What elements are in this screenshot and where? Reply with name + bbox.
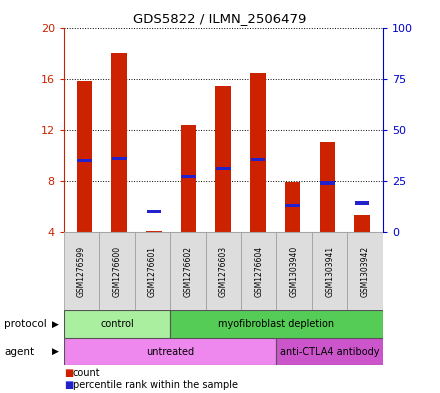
Bar xyxy=(64,338,276,365)
Bar xyxy=(77,158,92,162)
Bar xyxy=(146,231,162,232)
Text: agent: agent xyxy=(4,347,34,357)
Bar xyxy=(354,215,370,232)
Text: GSM1276603: GSM1276603 xyxy=(219,246,228,297)
Text: untreated: untreated xyxy=(146,347,194,357)
Text: GSM1276599: GSM1276599 xyxy=(77,246,86,297)
Bar xyxy=(111,53,127,232)
Bar xyxy=(347,232,383,310)
Text: GSM1276600: GSM1276600 xyxy=(113,246,121,297)
Bar xyxy=(276,232,312,310)
Text: control: control xyxy=(100,319,134,329)
Bar xyxy=(320,181,335,185)
Text: ▶: ▶ xyxy=(51,320,59,329)
Text: count: count xyxy=(73,368,100,378)
Bar xyxy=(250,158,265,161)
Bar xyxy=(135,232,170,310)
Text: protocol: protocol xyxy=(4,319,47,329)
Bar xyxy=(216,167,231,170)
Bar xyxy=(181,175,196,178)
Text: myofibroblast depletion: myofibroblast depletion xyxy=(218,319,334,329)
Text: GSM1303940: GSM1303940 xyxy=(290,246,299,297)
Text: GSM1276602: GSM1276602 xyxy=(183,246,192,297)
Text: ■: ■ xyxy=(64,368,73,378)
Bar xyxy=(276,338,383,365)
Bar xyxy=(181,125,196,232)
Bar xyxy=(319,142,335,232)
Bar xyxy=(285,182,301,232)
Bar xyxy=(241,232,276,310)
Text: anti-CTLA4 antibody: anti-CTLA4 antibody xyxy=(280,347,379,357)
Bar xyxy=(216,86,231,232)
Text: GSM1276604: GSM1276604 xyxy=(254,246,263,297)
Bar xyxy=(205,232,241,310)
Bar xyxy=(112,156,127,160)
Bar xyxy=(170,310,383,338)
Bar xyxy=(147,209,161,213)
Bar xyxy=(250,73,266,232)
Text: GSM1276601: GSM1276601 xyxy=(148,246,157,297)
Bar xyxy=(312,232,347,310)
Text: percentile rank within the sample: percentile rank within the sample xyxy=(73,380,238,390)
Text: ■: ■ xyxy=(64,380,73,390)
Bar xyxy=(77,81,92,232)
Bar xyxy=(285,204,300,207)
Text: GSM1303941: GSM1303941 xyxy=(325,246,334,297)
Bar xyxy=(355,202,370,205)
Bar xyxy=(64,232,99,310)
Text: GDS5822 / ILMN_2506479: GDS5822 / ILMN_2506479 xyxy=(133,12,307,25)
Bar xyxy=(64,310,170,338)
Bar xyxy=(99,232,135,310)
Bar xyxy=(170,232,205,310)
Text: GSM1303942: GSM1303942 xyxy=(360,246,370,297)
Text: ▶: ▶ xyxy=(51,347,59,356)
